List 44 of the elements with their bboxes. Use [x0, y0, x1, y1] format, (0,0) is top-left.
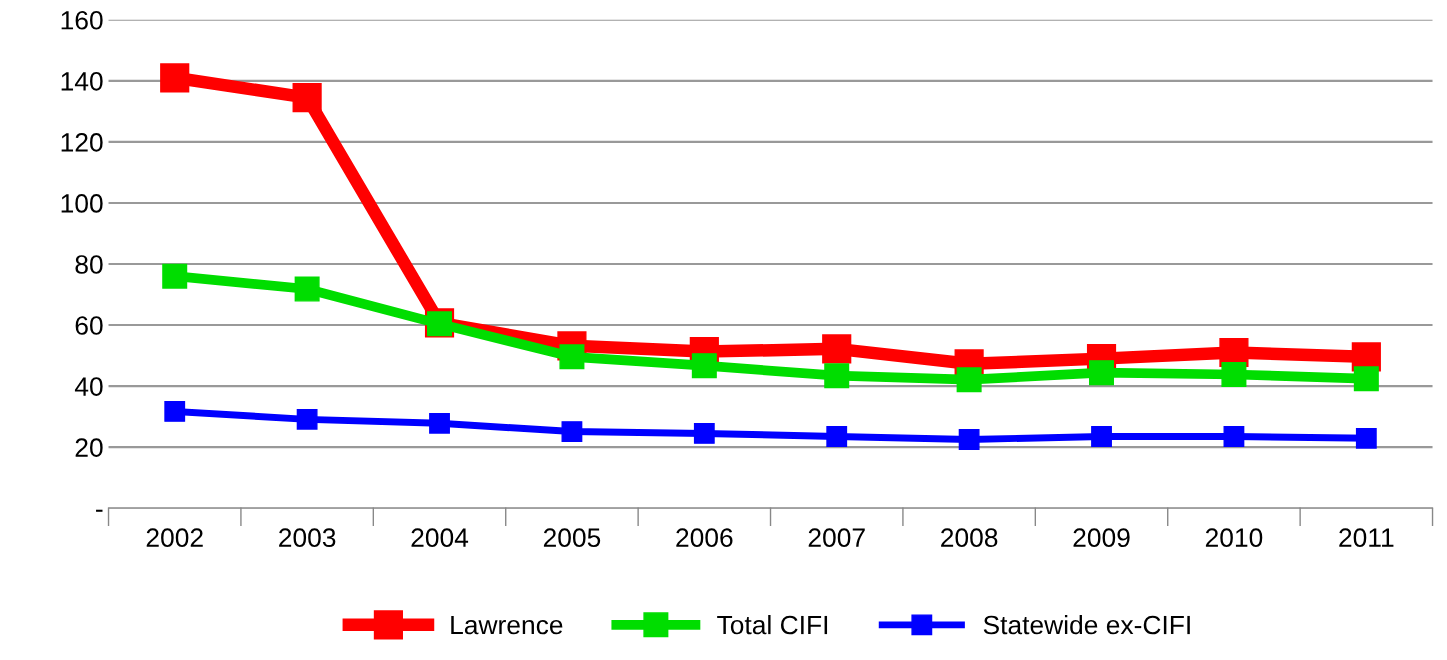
point [822, 334, 852, 364]
y-tick-label: 60 [75, 316, 103, 335]
y-tick-label: 20 [75, 438, 103, 457]
point [429, 412, 450, 434]
x-tick-label: 2002 [146, 528, 203, 548]
x-tick-label: 2007 [808, 528, 865, 548]
point [824, 363, 850, 389]
legend-label: Total CIFI [717, 614, 828, 635]
x-tick-label: 2009 [1073, 528, 1130, 548]
point [958, 429, 980, 450]
point [691, 353, 717, 379]
point [561, 421, 583, 442]
point [160, 63, 190, 93]
point [164, 401, 186, 422]
point [1355, 427, 1377, 449]
x-tick-label: 2005 [543, 528, 601, 548]
point [294, 276, 320, 302]
point [296, 408, 318, 430]
y-tick-label: 140 [61, 71, 103, 91]
y-tick-label: - [96, 509, 103, 512]
y-tick-label: 160 [61, 10, 103, 30]
x-tick-label: 2011 [1339, 528, 1394, 548]
x-tick-label: 2003 [279, 528, 336, 548]
legend-label: Lawrence [451, 615, 563, 635]
point [292, 83, 322, 113]
point [1091, 426, 1112, 447]
point [1223, 426, 1245, 447]
x-tick-label: 2010 [1205, 528, 1263, 548]
point [1353, 366, 1379, 392]
point [826, 426, 848, 447]
y-tick-label: 80 [75, 255, 103, 274]
x-tick-label: 2006 [676, 528, 733, 548]
x-tick-label: 2004 [411, 528, 469, 548]
point [559, 344, 585, 370]
x-tick-label: 2008 [941, 528, 998, 548]
y-tick-label: 40 [74, 377, 103, 396]
point [693, 422, 715, 444]
legend-label: Statewide ex-CIFI [983, 614, 1190, 635]
point [956, 367, 982, 393]
y-tick-label: 120 [61, 133, 103, 152]
point [162, 263, 188, 289]
y-tick-label: 100 [61, 194, 103, 213]
point [1221, 361, 1247, 388]
point [1089, 360, 1115, 386]
